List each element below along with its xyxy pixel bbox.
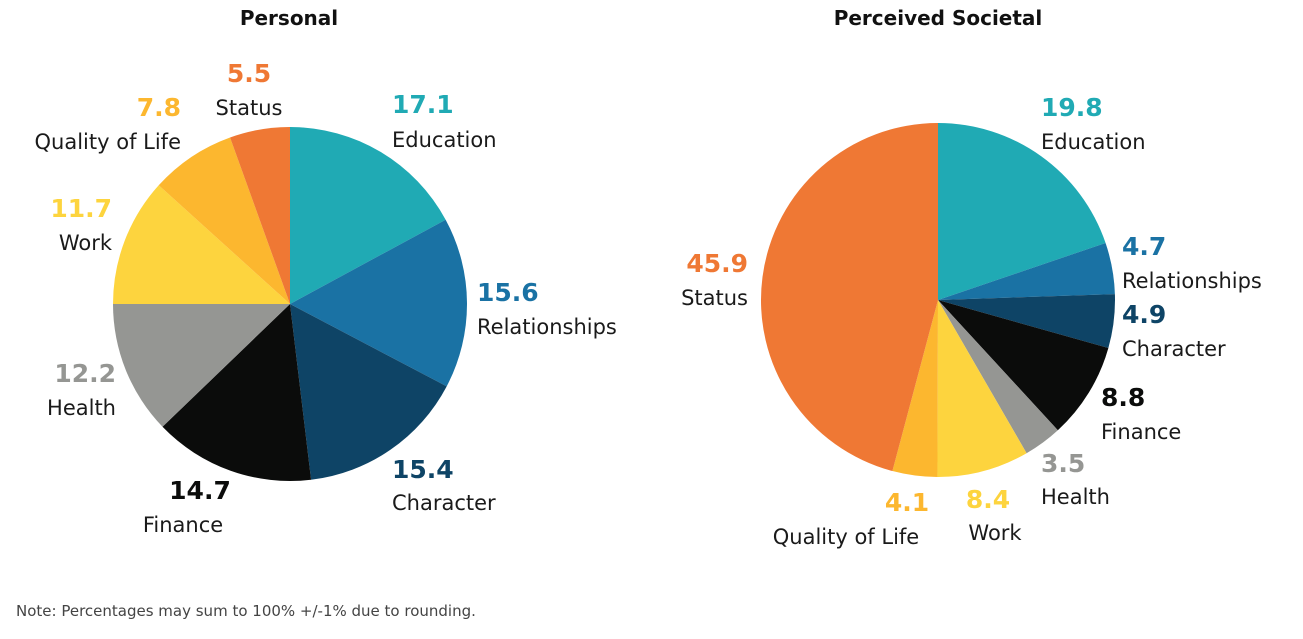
personal-category-label-finance: Finance: [143, 513, 223, 537]
personal-category-label-education: Education: [392, 128, 497, 152]
societal-slice-relationships: [938, 242, 1115, 300]
societal-category-label-finance: Finance: [1101, 420, 1181, 444]
personal-value-label-finance: 14.7: [169, 476, 231, 505]
footnote: Note: Percentages may sum to 100% +/-1% …: [16, 602, 476, 620]
personal-value-label-work: 11.7: [50, 194, 112, 223]
personal-pie-chart: Personal 17.1 Education 15.6 Relationships 15…: [35, 6, 617, 537]
societal-slice-education: [938, 123, 1106, 300]
societal-slice-status: [760, 123, 938, 472]
societal-category-label-education: Education: [1041, 130, 1146, 154]
societal-value-label-finance: 8.8: [1101, 383, 1145, 412]
personal-category-label-relationships: Relationships: [477, 315, 617, 339]
societal-value-label-education: 19.8: [1041, 93, 1103, 122]
societal-value-label-health: 3.5: [1041, 449, 1085, 478]
personal-slice-finance: [162, 304, 312, 481]
personal-category-label-character: Character: [392, 491, 496, 515]
societal-category-label-status: Status: [681, 286, 748, 310]
personal-chart-title: Personal: [240, 6, 338, 30]
personal-category-label-quality-of-life: Quality of Life: [35, 130, 181, 154]
societal-slice-finance: [938, 300, 1109, 431]
personal-slice-status: [230, 127, 290, 304]
personal-slice-education: [290, 127, 446, 304]
societal-chart-title: Perceived Societal: [834, 6, 1043, 30]
societal-slice-health: [938, 300, 1058, 454]
personal-value-label-character: 15.4: [392, 455, 454, 484]
societal-value-label-work: 8.4: [966, 485, 1010, 514]
personal-value-label-status: 5.5: [227, 59, 271, 88]
societal-value-label-quality-of-life: 4.1: [885, 488, 929, 517]
societal-pie-chart: Perceived Societal 19.8 Education 4.7 Relati…: [681, 6, 1262, 549]
societal-slice-work: [937, 300, 1027, 478]
societal-category-label-health: Health: [1041, 485, 1110, 509]
personal-slice-relationships: [290, 219, 468, 387]
societal-category-label-quality-of-life: Quality of Life: [773, 525, 919, 549]
personal-value-label-education: 17.1: [392, 90, 454, 119]
societal-category-label-relationships: Relationships: [1122, 269, 1262, 293]
personal-category-label-health: Health: [47, 396, 116, 420]
personal-slice-health: [113, 304, 290, 427]
personal-value-label-relationships: 15.6: [477, 278, 539, 307]
societal-category-label-character: Character: [1122, 337, 1226, 361]
societal-value-label-relationships: 4.7: [1122, 232, 1166, 261]
personal-value-label-quality-of-life: 7.8: [137, 93, 181, 122]
personal-value-label-health: 12.2: [54, 359, 116, 388]
societal-category-label-work: Work: [968, 521, 1022, 545]
societal-value-label-status: 45.9: [686, 249, 748, 278]
personal-category-label-status: Status: [216, 96, 283, 120]
personal-slice-work: [113, 185, 290, 304]
personal-slice-quality-of-life: [158, 137, 290, 304]
societal-slice-quality-of-life: [892, 300, 938, 477]
societal-value-label-character: 4.9: [1122, 300, 1166, 329]
personal-category-label-work: Work: [59, 231, 113, 255]
societal-slice-character: [938, 294, 1115, 348]
personal-slice-character: [290, 304, 447, 480]
